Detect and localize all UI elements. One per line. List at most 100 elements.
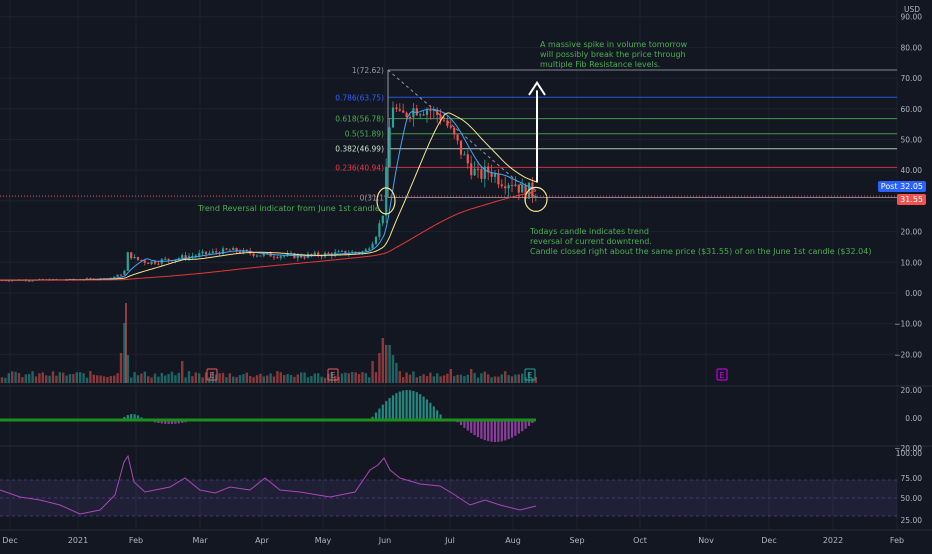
candle-body-39 bbox=[134, 257, 136, 258]
candle-body-61 bbox=[208, 253, 210, 254]
volume-bar-48 bbox=[164, 376, 166, 383]
volume-bar-43 bbox=[147, 376, 149, 383]
volume-bar-149 bbox=[507, 375, 509, 383]
candle-body-99 bbox=[338, 251, 340, 252]
volume-bar-8 bbox=[28, 374, 30, 383]
candle-body-43 bbox=[147, 263, 149, 264]
candle-body-130 bbox=[443, 120, 445, 121]
annotation-volume-spike: A massive spike in volume tomorrow will … bbox=[540, 40, 687, 70]
volume-bar-52 bbox=[178, 373, 180, 383]
candle-body-112 bbox=[382, 216, 384, 224]
candle-body-142 bbox=[484, 166, 486, 178]
volume-bar-134 bbox=[456, 375, 458, 383]
macd-hist-118 bbox=[402, 390, 404, 420]
candle-body-92 bbox=[314, 253, 316, 255]
volume-bar-124 bbox=[422, 374, 424, 383]
volume-bar-24 bbox=[82, 373, 84, 383]
volume-bar-19 bbox=[65, 376, 67, 383]
time-label-14: Feb bbox=[890, 536, 904, 545]
candle-body-150 bbox=[511, 185, 513, 186]
volume-bar-70 bbox=[239, 375, 241, 383]
price-tick-11: −20.00 bbox=[894, 350, 922, 359]
macd-hist-141 bbox=[480, 420, 482, 439]
candle-body-67 bbox=[229, 250, 231, 251]
earnings-marker-next: E bbox=[719, 371, 724, 380]
macd-hist-122 bbox=[416, 392, 418, 420]
volume-bar-66 bbox=[225, 377, 227, 383]
volume-bar-75 bbox=[256, 375, 258, 383]
macd-hist-139 bbox=[474, 420, 476, 435]
volume-bar-94 bbox=[320, 377, 322, 383]
price-tick-7: 20.00 bbox=[901, 228, 923, 237]
fib-label-4: 0.382(46.99) bbox=[335, 145, 384, 154]
volume-bar-114 bbox=[388, 345, 390, 383]
candle-body-120 bbox=[409, 117, 411, 118]
candle-body-82 bbox=[280, 256, 282, 258]
macd-hist-143 bbox=[487, 420, 489, 441]
time-label-3: Mar bbox=[192, 536, 208, 545]
volume-bar-17 bbox=[59, 372, 61, 383]
candle-body-45 bbox=[154, 261, 156, 263]
fib-label-0: 1(72.62) bbox=[352, 66, 384, 75]
macd-tick-0: 20.00 bbox=[901, 386, 923, 395]
macd-hist-117 bbox=[399, 392, 401, 420]
volume-bar-117 bbox=[399, 371, 401, 383]
candle-body-46 bbox=[157, 264, 159, 265]
candle-body-148 bbox=[504, 186, 506, 188]
volume-bar-87 bbox=[297, 374, 299, 383]
candle-body-121 bbox=[412, 108, 414, 117]
volume-bar-148 bbox=[504, 371, 506, 383]
volume-bar-31 bbox=[106, 377, 108, 383]
volume-bar-151 bbox=[514, 375, 516, 383]
price-tick-9: 0.00 bbox=[905, 289, 922, 298]
volume-bar-108 bbox=[368, 377, 370, 383]
earnings-marker-may: E bbox=[330, 371, 335, 380]
candle-body-109 bbox=[372, 244, 374, 249]
time-label-2: Feb bbox=[129, 536, 143, 545]
volume-bar-57 bbox=[195, 372, 197, 383]
volume-bar-119 bbox=[405, 372, 407, 383]
volume-bar-44 bbox=[150, 378, 152, 383]
candle-body-152 bbox=[518, 185, 520, 193]
volume-bar-82 bbox=[280, 372, 282, 383]
candle-body-125 bbox=[426, 110, 428, 115]
volume-bar-132 bbox=[450, 369, 452, 383]
macd-hist-153 bbox=[521, 420, 523, 431]
candle-body-141 bbox=[480, 169, 482, 179]
time-label-10: Oct bbox=[633, 536, 647, 545]
volume-bar-39 bbox=[133, 372, 135, 383]
candle-body-96 bbox=[327, 253, 329, 254]
volume-bar-113 bbox=[385, 345, 387, 383]
volume-bar-143 bbox=[487, 374, 489, 383]
volume-bar-3 bbox=[11, 371, 13, 383]
fib-label-5: 0.236(40.94) bbox=[335, 163, 384, 172]
volume-bar-83 bbox=[283, 375, 285, 383]
fib-label-2: 0.618(56.78) bbox=[335, 115, 384, 124]
macd-hist-114 bbox=[389, 398, 391, 420]
fib-retracement[interactable]: 1(72.62)0.786(63.75)0.618(56.78)0.5(51.8… bbox=[335, 66, 897, 202]
volume-bar-6 bbox=[21, 377, 23, 383]
grid bbox=[0, 0, 897, 530]
macd-hist-115 bbox=[392, 395, 394, 420]
macd-hist-116 bbox=[395, 393, 397, 420]
price-tick-1: 80.00 bbox=[901, 43, 923, 52]
macd-hist-123 bbox=[419, 394, 421, 420]
price-axis[interactable]: USD90.0080.0070.0060.0050.0040.0030.0020… bbox=[894, 5, 922, 525]
price-tick-10: −10.00 bbox=[894, 320, 922, 329]
volume-bar-139 bbox=[473, 373, 475, 383]
candle-body-137 bbox=[467, 154, 469, 163]
volume-bar-11 bbox=[38, 373, 40, 383]
volume-bar-33 bbox=[113, 376, 115, 383]
candle-body-34 bbox=[117, 275, 119, 277]
volume-bar-138 bbox=[470, 369, 472, 383]
volume-bar-23 bbox=[79, 372, 81, 383]
volume-bar-50 bbox=[171, 372, 173, 383]
candle-body-136 bbox=[463, 154, 465, 155]
volume-bar-49 bbox=[167, 374, 169, 383]
volume-bar-93 bbox=[317, 373, 319, 383]
candle-body-111 bbox=[378, 223, 380, 237]
